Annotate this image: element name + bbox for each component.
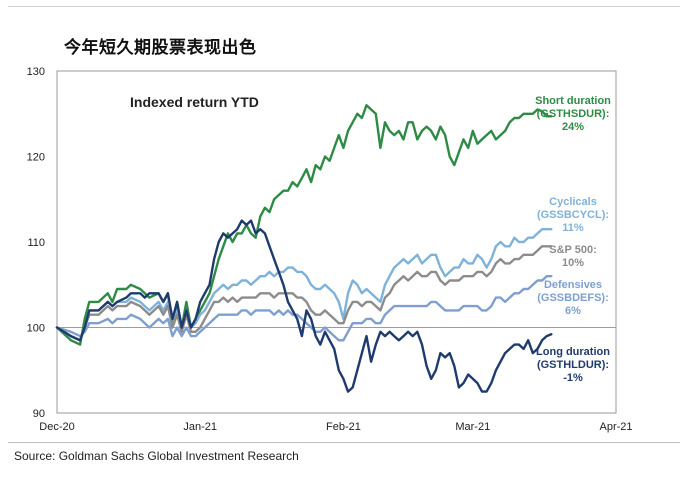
x-tick-label: Jan-21 — [183, 421, 217, 433]
y-tick-label: 120 — [27, 152, 45, 164]
annotations: Indexed return YTD — [130, 94, 259, 110]
series-label-3: (GSSBDEFS): — [537, 292, 609, 304]
y-tick-label: 110 — [27, 237, 45, 249]
y-tick-label: 130 — [27, 66, 45, 78]
series-label-0: (GSTHSDUR): — [537, 108, 610, 120]
top-rule — [8, 6, 680, 7]
source-note: Source: Goldman Sachs Global Investment … — [14, 449, 299, 463]
bottom-rule — [8, 442, 680, 443]
series-label-2: S&P 500: — [549, 244, 597, 256]
series-label-3: 6% — [565, 305, 581, 317]
series-lines — [55, 104, 553, 393]
series-line-3 — [55, 275, 553, 342]
series-line-4 — [55, 219, 553, 393]
series-label-3: Defensives — [544, 279, 602, 291]
series-label-4: (GSTHLDUR): — [537, 359, 609, 371]
chart-annotation: Indexed return YTD — [130, 94, 259, 110]
series-label-4: -1% — [563, 372, 583, 384]
series-label-1: (GSSBCYCL): — [537, 209, 609, 221]
series-label-0: Short duration — [535, 95, 611, 107]
y-tick-label: 100 — [27, 323, 45, 335]
plot-frame — [56, 70, 617, 414]
x-tick-label: Dec-20 — [39, 421, 74, 433]
tick-labels: 90 100 110 120 130 Dec-20 Jan-21 Feb-21 Mar-21 Ap… — [27, 66, 633, 433]
x-tick-label: Apr-21 — [599, 421, 632, 433]
series-label-1: Cyclicals — [549, 196, 597, 208]
series-line-0 — [55, 104, 553, 346]
y-tick-label: 90 — [33, 408, 45, 420]
series-label-0: 24% — [562, 121, 584, 133]
x-tick-label: Mar-21 — [455, 421, 490, 433]
series-label-4: Long duration — [536, 346, 610, 358]
series-label-1: 11% — [562, 222, 584, 234]
x-tick-label: Feb-21 — [326, 421, 361, 433]
series-line-2 — [55, 245, 553, 342]
chart-title: 今年短久期股票表现出色 — [64, 38, 257, 58]
series-labels: Short duration(GSTHSDUR):24%Cyclicals(GS… — [535, 95, 611, 384]
series-label-2: 10% — [562, 257, 584, 269]
